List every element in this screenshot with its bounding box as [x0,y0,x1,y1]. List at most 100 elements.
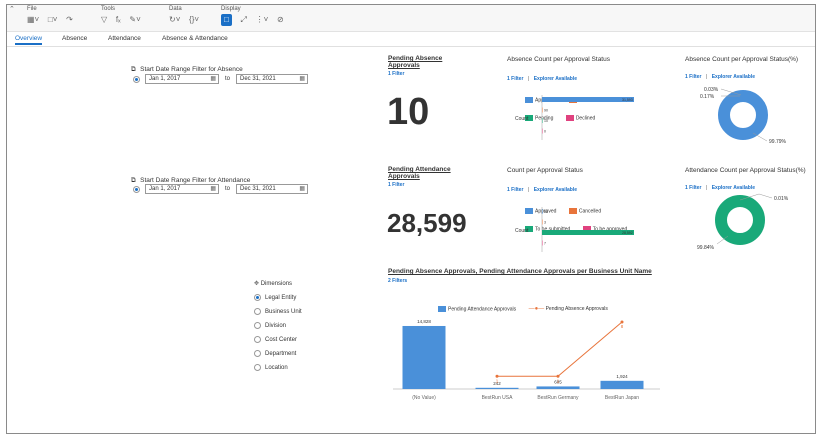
donut-ring[interactable] [715,195,765,245]
legend-item[interactable]: Approved [525,207,556,214]
radio-button[interactable] [254,336,261,343]
attendance-from-input[interactable]: Jan 1, 2017 ▦ [145,184,219,194]
attendance-status-bars[interactable]: Count 35 3 28,592 7 [512,205,642,253]
absence-donut-filter[interactable]: 1 Filter [685,74,702,80]
bar[interactable] [536,386,580,389]
combo-chart[interactable]: 14,828 (No Value) 242 BestRun USA 605 BestRun… [388,307,668,407]
pending-attendance-title[interactable]: Pending Attendance Approvals [388,166,451,180]
calendar-icon[interactable]: ▦ [299,76,305,82]
pending-attendance-filter[interactable]: 1 Filter [388,182,405,188]
tab-overview[interactable]: Overview [15,35,43,45]
radio-button[interactable] [254,364,261,371]
combo-chart-title[interactable]: Pending Absence Approvals, Pending Atten… [388,268,652,275]
pending-absence-title[interactable]: Pending Absence Approvals [388,55,443,69]
bar[interactable] [542,209,543,214]
dimension-label: Cost Center [265,337,298,344]
bar-label: 7 [544,242,546,246]
formula-icon[interactable]: fₓ [115,15,121,24]
absence-status-explorer[interactable]: Explorer Available [533,76,577,82]
attendance-status-explorer[interactable]: Explorer Available [533,187,577,193]
calendar-icon[interactable]: ▦ [299,186,305,192]
code-icon[interactable]: {}˅ [189,15,200,24]
pending-attendance-tile[interactable]: Pending Attendance Approvals 1 Filter [388,166,468,188]
absence-filter-radio[interactable] [133,76,140,83]
bar[interactable] [542,118,543,123]
dimension-option[interactable]: Business Unit [254,308,302,322]
absence-donut[interactable]: 0.03% 0.17% 99.79% [687,83,807,147]
check-icon[interactable]: ⊘ [276,15,284,24]
calendar-icon[interactable]: ▦ [210,76,216,82]
calendar-icon[interactable]: ▦ [210,186,216,192]
attendance-donut-explorer[interactable]: Explorer Available [711,185,755,191]
bar[interactable] [402,325,446,389]
tab-absence[interactable]: Absence [62,35,88,42]
bar[interactable] [542,128,543,134]
absence-donut-tile[interactable]: Absence Count per Approval Status(%) 1 F… [685,56,805,83]
legend-item[interactable]: To be submitted [525,225,570,232]
bar[interactable] [542,219,543,225]
tab-attendance[interactable]: Attendance [108,35,141,42]
fullscreen-icon[interactable]: ⤢ [240,15,247,24]
page-icon[interactable]: ▦˅ [27,15,40,24]
filter-icon[interactable]: ▽ [101,15,108,24]
series-line[interactable] [497,321,623,377]
refresh-icon[interactable]: ↻˅ [169,15,181,24]
tab-absence-attendance[interactable]: Absence & Attendance [162,35,228,42]
legend-item[interactable]: To be approved [582,225,627,232]
bar[interactable] [542,97,634,102]
combo-chart-header[interactable]: Pending Absence Approvals, Pending Atten… [388,268,658,284]
dimension-option[interactable]: Legal Entity [254,294,302,308]
dimension-option[interactable]: Cost Center [254,336,302,350]
legend-item[interactable]: Cancelled [568,207,601,214]
absence-status-filter[interactable]: 1 Filter [507,76,524,82]
bar-value-label: 14,828 [417,319,431,324]
attendance-donut-filter[interactable]: 1 Filter [685,185,702,191]
line-point[interactable] [556,374,560,378]
bar[interactable] [542,240,543,246]
legend-item[interactable]: —●— Pending Absence Approvals [529,306,608,312]
radio-button[interactable] [254,322,261,329]
absence-from-input[interactable]: Jan 1, 2017 ▦ [145,74,219,84]
more-icon[interactable]: ⋮˅ [255,15,269,24]
tab-bar: Overview Absence Attendance Absence & At… [7,32,815,47]
bar[interactable] [542,107,543,113]
absence-donut-explorer[interactable]: Explorer Available [711,74,755,80]
radio-button[interactable] [254,350,261,357]
combo-chart-filter[interactable]: 2 Filters [388,278,408,284]
attendance-filter-radio[interactable] [133,186,140,193]
donut-ring[interactable] [718,90,768,140]
attendance-status-chart[interactable]: Count per Approval Status 1 Filter | Exp… [507,167,657,235]
pending-absence-filter[interactable]: 1 Filter [388,71,405,77]
pending-absence-tile[interactable]: Pending Absence Approvals 1 Filter [388,55,458,77]
edit-icon[interactable]: ✎˅ [129,15,141,24]
export-icon[interactable]: ↷ [66,15,73,24]
dimension-label: Location [265,365,288,372]
absence-to-input[interactable]: Dec 31, 2021 ▦ [236,74,308,84]
bar[interactable] [542,230,634,235]
bar[interactable] [600,380,644,389]
attendance-donut[interactable]: 0.01% 99.84% [687,189,807,253]
group-label-file: File [27,6,37,12]
dimension-option[interactable]: Location [254,364,302,378]
radio-button[interactable] [254,308,261,315]
bar-label: 28,592 [622,231,633,235]
attendance-donut-tile[interactable]: Attendance Count per Approval Status(%) … [685,167,810,194]
dimension-option[interactable]: Division [254,322,302,336]
legend-item[interactable]: Pending [525,114,553,121]
save-icon[interactable]: □˅ [47,15,58,24]
absence-to-label: to [225,76,231,82]
legend-item[interactable]: Declined [565,114,595,121]
comment-icon[interactable]: □ [221,14,232,26]
radio-button[interactable] [254,294,261,301]
attendance-to-input[interactable]: Dec 31, 2021 ▦ [236,184,308,194]
line-point[interactable] [620,320,624,324]
collapse-icon[interactable]: ⌃ [9,6,15,13]
legend-swatch [582,225,591,232]
attendance-status-filter[interactable]: 1 Filter [507,187,524,193]
absence-status-bars[interactable]: Count 31,593 90 10 0 [512,93,642,143]
dimension-option[interactable]: Department [254,350,302,364]
line-point[interactable] [495,374,499,378]
bar[interactable] [475,387,519,389]
absence-from-value: Jan 1, 2017 [149,76,181,82]
legend-item[interactable]: Pending Attendance Approvals [438,305,516,312]
